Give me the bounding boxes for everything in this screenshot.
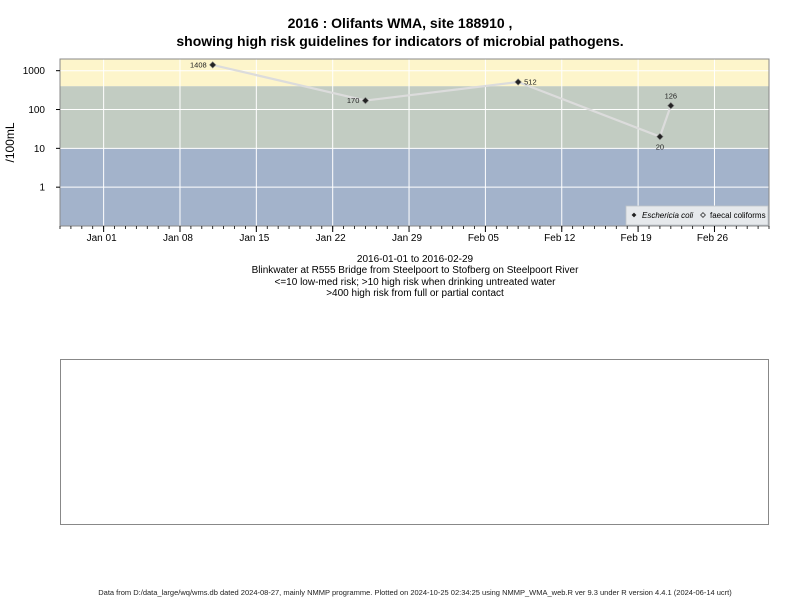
legend-marker-e-coli [631, 212, 637, 218]
e-coli-data-point [209, 61, 217, 69]
e-coli-data-point [514, 78, 522, 86]
contact-risk-text: >400 high risk from full or partial cont… [326, 288, 504, 299]
chart-title-line-1: 2016 : Olifants WMA, site 188910 , [287, 15, 513, 31]
x-tick-label-2: Jan 15 [239, 233, 269, 244]
x-tick-label-0: Jan 01 [87, 233, 117, 244]
site-description-text: Blinkwater at R555 Bridge from Steelpoor… [251, 265, 579, 276]
y-tick-label-2: 100 [28, 105, 45, 116]
chart-title-line-2: showing high risk guidelines for indicat… [176, 33, 624, 49]
drinking-risk-text: <=10 low-med risk; >10 high risk when dr… [274, 277, 556, 288]
e-coli-data-point [656, 133, 664, 141]
x-tick-label-6: Feb 12 [544, 233, 576, 244]
legend-marker-faecal-coliforms [700, 212, 706, 218]
x-tick-label-4: Jan 29 [392, 233, 422, 244]
e-coli-data-label: 1408 [190, 60, 207, 69]
risk-band-2 [60, 59, 769, 87]
legend-label-e-coli: Eschericia coli [642, 211, 693, 220]
y-tick-label-0: 1 [39, 183, 45, 194]
e-coli-data-label: 126 [665, 92, 678, 101]
e-coli-data-point [361, 96, 370, 105]
x-tick-label-7: Feb 19 [621, 233, 653, 244]
e-coli-data-label: 512 [524, 77, 537, 86]
empty-plot-panel [60, 359, 769, 525]
legend-label-faecal-coliforms: faecal coliforms [710, 211, 766, 220]
e-coli-data-label: 170 [347, 96, 360, 105]
y-tick-label-1: 10 [34, 144, 46, 155]
chart-area: 1 10 100 1000/100mL Jan 01 Jan 08 Jan 15 Jan 22… [3, 58, 770, 244]
y-axis-label: /100mL [3, 122, 17, 162]
date-range-text: 2016-01-01 to 2016-02-29 [356, 254, 474, 265]
e-coli-data-point [667, 101, 675, 110]
legend-box [625, 205, 769, 226]
footer-note: Data from D:/data_large/wq/wms.db dated … [98, 588, 732, 597]
e-coli-data-label: 20 [656, 143, 664, 152]
y-tick-label-3: 1000 [23, 66, 46, 77]
risk-band-1 [60, 86, 769, 149]
x-tick-label-3: Jan 22 [316, 233, 346, 244]
x-tick-label-8: Feb 26 [697, 233, 729, 244]
x-tick-label-1: Jan 08 [163, 233, 193, 244]
plot-frame [59, 58, 770, 227]
x-tick-label-5: Feb 05 [468, 233, 500, 244]
